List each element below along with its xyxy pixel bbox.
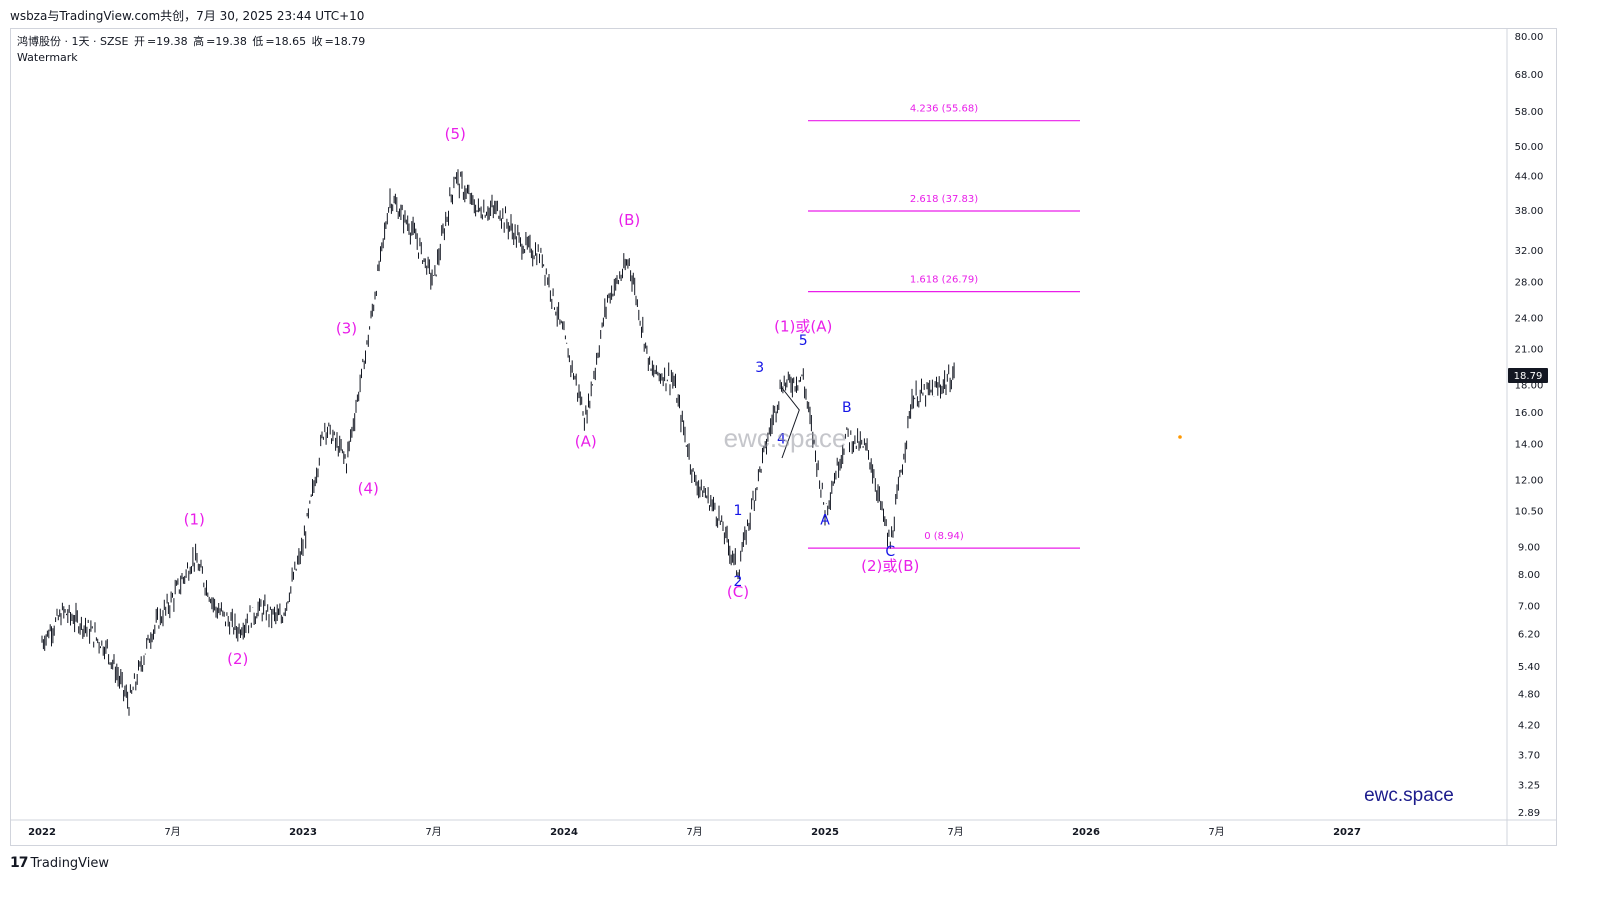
fib-level-label: 0 (8.94)	[924, 531, 964, 542]
fibonacci-extension[interactable]: 4.236 (55.68) 2.618 (37.83) 1.618 (26.79) 0…	[808, 104, 1080, 549]
wave-label-minor[interactable]: 3	[755, 360, 764, 376]
price-tick-label: 4.20	[1518, 721, 1540, 732]
price-tick-label: 7.00	[1518, 601, 1540, 612]
price-tick-label: 44.00	[1515, 172, 1544, 183]
chart-header: wsbza与TradingView.com共创，7月 30, 2025 23:4…	[10, 9, 365, 23]
low-label: 低	[252, 35, 264, 48]
close-label: 收	[311, 35, 323, 48]
price-tick-label: 80.00	[1515, 32, 1544, 43]
close-value: =18.79	[324, 35, 366, 48]
wave-label-primary[interactable]: (3)	[336, 319, 357, 337]
price-tick-label: 6.20	[1518, 630, 1540, 641]
symbol-legend: 鸿博股份 · 1天 · SZSE 开 =19.38 高 =19.38 低 =18.65…	[17, 34, 367, 66]
tradingview-logo-text: TradingView	[30, 855, 110, 871]
time-tick-label: 7月	[164, 826, 180, 838]
wave-label-minor[interactable]: 1	[734, 503, 743, 519]
price-tick-label: 8.00	[1518, 570, 1540, 581]
watermark-indicator-label[interactable]: Watermark	[17, 51, 78, 64]
fib-level-label: 1.618 (26.79)	[910, 275, 978, 286]
triangle-lines[interactable]	[781, 387, 800, 459]
wave-label-primary[interactable]: (2)或(B)	[861, 557, 919, 575]
price-tick-label: 24.00	[1515, 313, 1544, 324]
wave-label-primary[interactable]: (C)	[727, 583, 749, 601]
time-tick-label: 7月	[425, 826, 441, 838]
price-tick-label: 5.40	[1518, 662, 1540, 673]
price-tick-label: 9.00	[1518, 543, 1540, 554]
symbol-name[interactable]: 鸿博股份 · 1天 · SZSE	[17, 35, 129, 48]
time-tick-label: 2024	[550, 827, 578, 838]
tradingview-logo-icon: 17	[10, 855, 29, 871]
last-price-tag: 18.79	[1508, 368, 1548, 383]
price-tick-label: 14.00	[1515, 439, 1544, 450]
wave-label-minor[interactable]: 2	[734, 574, 743, 590]
price-axis[interactable]: 80.00 68.00 58.00 50.00 44.00 38.00 32.00 28.00…	[1506, 28, 1544, 846]
elliott-wave-labels[interactable]: (1) (2) (3) (4) (5) (A) (B) (C) (1)或(A) (2)或(B) 1 2…	[184, 125, 920, 668]
open-value: =19.38	[146, 35, 188, 48]
wave-label-primary[interactable]: (2)	[227, 650, 248, 668]
time-tick-label: 7月	[947, 826, 963, 838]
low-value: =18.65	[265, 35, 307, 48]
time-axis[interactable]: 2022 7月 2023 7月 2024 7月 2025 7月 2026 7月 2027	[10, 819, 1557, 838]
wave-label-primary[interactable]: (A)	[575, 433, 597, 451]
wave-label-minor[interactable]: A	[820, 512, 830, 528]
wave-label-primary[interactable]: (5)	[445, 125, 466, 143]
price-tick-label: 3.25	[1518, 781, 1540, 792]
time-tick-label: 7月	[1208, 826, 1224, 838]
wave-label-minor[interactable]: C	[885, 544, 895, 560]
price-tick-label: 50.00	[1515, 142, 1544, 153]
wave-label-primary[interactable]: (4)	[358, 479, 379, 497]
center-watermark: ewc.space	[724, 423, 847, 453]
price-series	[41, 169, 955, 716]
time-tick-label: 2027	[1333, 827, 1361, 838]
price-tick-label: 32.00	[1515, 246, 1544, 257]
price-tick-label: 2.89	[1518, 808, 1540, 819]
chart-frame[interactable]	[10, 28, 1557, 846]
fib-level-label: 4.236 (55.68)	[910, 104, 978, 115]
price-tick-label: 58.00	[1515, 107, 1544, 118]
price-tick-label: 16.00	[1515, 408, 1544, 419]
wave-label-primary[interactable]: (1)	[184, 510, 205, 528]
time-tick-label: 2023	[289, 827, 317, 838]
price-tick-label: 10.50	[1515, 507, 1544, 518]
price-tick-label: 4.80	[1518, 689, 1540, 700]
high-value: =19.38	[206, 35, 247, 48]
price-tick-label: 3.70	[1518, 750, 1540, 761]
high-label: 高	[193, 35, 205, 48]
wave-label-minor[interactable]: B	[842, 400, 852, 416]
wave-label-primary[interactable]: (1)或(A)	[774, 317, 832, 335]
price-tick-label: 12.00	[1515, 475, 1544, 486]
price-tick-label: 68.00	[1515, 70, 1544, 81]
time-tick-label: 7月	[686, 826, 702, 838]
triangle-drawing[interactable]	[781, 387, 800, 459]
price-tick-label: 38.00	[1515, 206, 1544, 217]
time-tick-label: 2025	[811, 827, 839, 838]
open-label: 开	[133, 35, 145, 48]
wave-label-minor[interactable]: 4	[777, 431, 786, 447]
price-tick-label: 18.00	[1515, 381, 1544, 392]
tradingview-logo[interactable]: 17 TradingView	[10, 855, 109, 871]
last-price-text: 18.79	[1514, 371, 1543, 382]
price-tick-label: 21.00	[1515, 345, 1544, 356]
time-tick-label: 2022	[28, 827, 56, 838]
time-tick-label: 2026	[1072, 827, 1100, 838]
corner-watermark: ewc.space	[1364, 785, 1454, 806]
fib-level-label: 2.618 (37.83)	[910, 194, 978, 205]
wave-label-primary[interactable]: (B)	[618, 211, 640, 229]
wave-label-minor[interactable]: 5	[799, 333, 808, 349]
price-tick-label: 28.00	[1515, 277, 1544, 288]
orange-dot-marker	[1178, 435, 1182, 439]
price-bars	[41, 169, 955, 716]
